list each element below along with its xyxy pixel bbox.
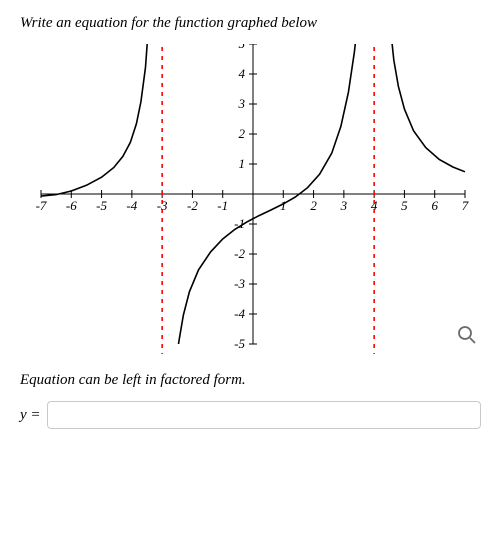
- svg-text:1: 1: [238, 156, 245, 171]
- svg-text:-5: -5: [96, 198, 107, 213]
- hint-text: Equation can be left in factored form.: [20, 372, 481, 389]
- svg-text:-1: -1: [217, 198, 228, 213]
- svg-text:5: 5: [238, 44, 245, 51]
- svg-text:5: 5: [401, 198, 408, 213]
- answer-label: y =: [20, 407, 41, 424]
- svg-text:2: 2: [238, 126, 245, 141]
- svg-text:-2: -2: [234, 246, 245, 261]
- graph-container: -7-6-5-4-3-2-11234567-5-4-3-2-112345: [20, 44, 481, 354]
- svg-text:-7: -7: [35, 198, 46, 213]
- answer-row: y =: [20, 401, 481, 429]
- question-prompt: Write an equation for the function graph…: [20, 15, 481, 32]
- svg-text:3: 3: [339, 198, 347, 213]
- svg-text:-2: -2: [187, 198, 198, 213]
- svg-text:-6: -6: [65, 198, 76, 213]
- svg-text:-3: -3: [234, 276, 245, 291]
- svg-text:-5: -5: [234, 336, 245, 351]
- svg-text:-4: -4: [234, 306, 245, 321]
- svg-text:7: 7: [461, 198, 468, 213]
- function-graph: -7-6-5-4-3-2-11234567-5-4-3-2-112345: [21, 44, 481, 354]
- svg-text:-4: -4: [126, 198, 137, 213]
- answer-input[interactable]: [47, 401, 481, 429]
- svg-text:2: 2: [310, 198, 317, 213]
- svg-text:3: 3: [237, 96, 245, 111]
- magnify-icon[interactable]: [457, 325, 477, 350]
- svg-text:4: 4: [238, 66, 245, 81]
- svg-text:6: 6: [431, 198, 438, 213]
